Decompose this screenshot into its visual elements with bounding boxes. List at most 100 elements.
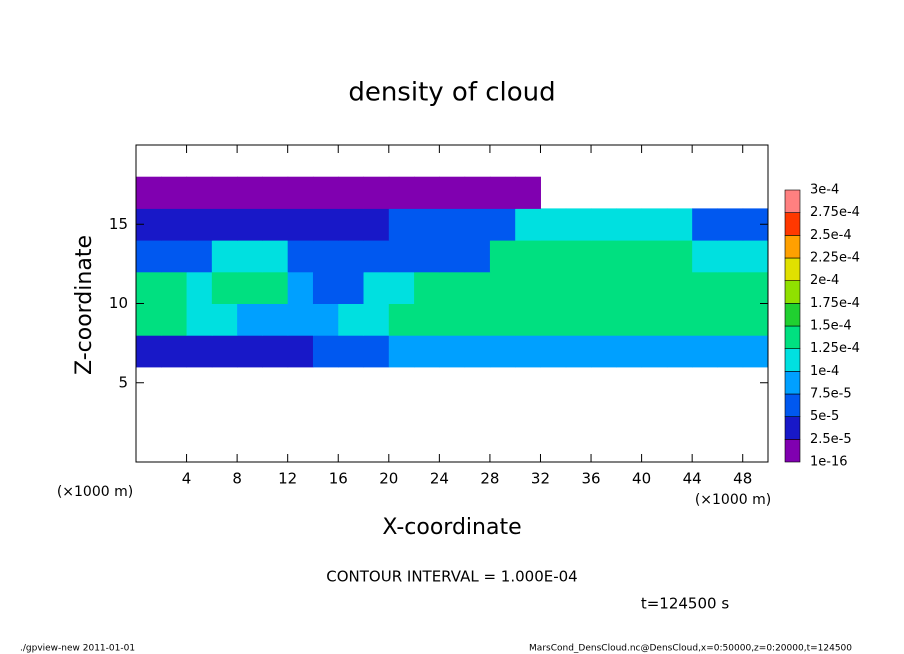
field-cell (540, 208, 567, 241)
field-cell (262, 240, 289, 273)
field-cell (388, 208, 415, 241)
field-cell (565, 208, 592, 241)
field-cell (338, 271, 365, 304)
field-cell (363, 240, 390, 273)
field-cell (211, 240, 238, 273)
x-axis-title: X-coordinate (382, 515, 521, 540)
field-cell (312, 208, 339, 241)
field-cell (692, 240, 718, 273)
x-unit: (×1000 m) (695, 492, 771, 508)
field-cell (388, 176, 415, 209)
field-cell (312, 271, 339, 304)
colorbar-label: 2.5e-5 (810, 432, 852, 447)
colorbar-label: 5e-5 (810, 409, 839, 424)
x-tick-label: 12 (278, 470, 297, 488)
field-cell (464, 176, 491, 209)
field-cell (489, 240, 516, 273)
x-tick-label: 16 (329, 470, 348, 488)
field-cell (414, 240, 440, 273)
field-cell (262, 335, 289, 368)
x-tick-label: 32 (531, 470, 550, 488)
footer-left: ./gpview-new 2011-01-01 (20, 644, 135, 654)
field-cell (161, 240, 188, 273)
field-cell (211, 303, 238, 336)
x-tick-label: 20 (379, 470, 398, 488)
field-cell (591, 335, 617, 368)
colorbar-label: 2e-4 (810, 273, 839, 288)
colorbar-label: 1e-4 (810, 364, 839, 379)
field-cell (363, 176, 390, 209)
colorbar-box (784, 303, 801, 327)
colorbar-label: 1.25e-4 (810, 341, 860, 356)
field-cell (186, 303, 213, 336)
field-cell (742, 303, 769, 336)
field-cell (439, 303, 466, 336)
field-cell (565, 271, 592, 304)
chart-title: density of cloud (348, 78, 555, 108)
colorbar-box (784, 371, 801, 395)
field-cell (338, 303, 365, 336)
field-cell (211, 208, 238, 241)
field-cell (641, 335, 668, 368)
field-cell (692, 335, 718, 368)
field-cell (388, 240, 415, 273)
field-cell (565, 335, 592, 368)
field-cell (414, 303, 440, 336)
field-cell (742, 335, 769, 368)
field-cell (237, 208, 263, 241)
field-cell (464, 335, 491, 368)
field-cell (515, 240, 541, 273)
field-cell (237, 303, 263, 336)
field-cell (591, 303, 617, 336)
field-cell (287, 208, 314, 241)
field-cell (414, 335, 440, 368)
field-cell (742, 271, 769, 304)
field-cell (211, 271, 238, 304)
field-cell (363, 303, 390, 336)
field-cell (338, 240, 365, 273)
x-tick-label: 8 (232, 470, 242, 488)
field-cell (136, 240, 162, 273)
field-cell (136, 271, 162, 304)
field-cell (515, 208, 541, 241)
field-cell (616, 240, 643, 273)
field-cell (388, 303, 415, 336)
colorbar-box (784, 439, 801, 463)
y-tick-label: 5 (118, 373, 128, 391)
field-cell (666, 271, 693, 304)
field-cell (717, 303, 744, 336)
colorbar-box (784, 235, 801, 259)
field-cell (616, 271, 643, 304)
field-cell (641, 240, 668, 273)
field-cell (641, 208, 668, 241)
field-cell (641, 271, 668, 304)
colorbar-label: 1.5e-4 (810, 319, 852, 334)
field-cell (616, 335, 643, 368)
y-tick-label: 15 (109, 215, 128, 233)
field-cell (262, 176, 289, 209)
field-cell (136, 335, 162, 368)
y-tick-label: 10 (109, 294, 128, 312)
field-cell (237, 240, 263, 273)
field-cell (591, 208, 617, 241)
field-cell (161, 176, 188, 209)
colorbar-label: 3e-4 (810, 183, 839, 198)
field-cell (641, 303, 668, 336)
field-cell (717, 271, 744, 304)
field-cell (464, 271, 491, 304)
field-cell (439, 335, 466, 368)
colorbar-box (784, 280, 801, 304)
field-cell (312, 176, 339, 209)
field-cell (515, 271, 541, 304)
x-tick-label: 28 (480, 470, 499, 488)
field-cell (161, 271, 188, 304)
field-cell (363, 335, 390, 368)
x-tick-label: 44 (683, 470, 702, 488)
field-cell (717, 335, 744, 368)
field-cell (489, 335, 516, 368)
field-cell (565, 240, 592, 273)
colorbar-box (784, 348, 801, 372)
field-cell (666, 335, 693, 368)
colorbar-label: 1e-16 (810, 455, 848, 470)
